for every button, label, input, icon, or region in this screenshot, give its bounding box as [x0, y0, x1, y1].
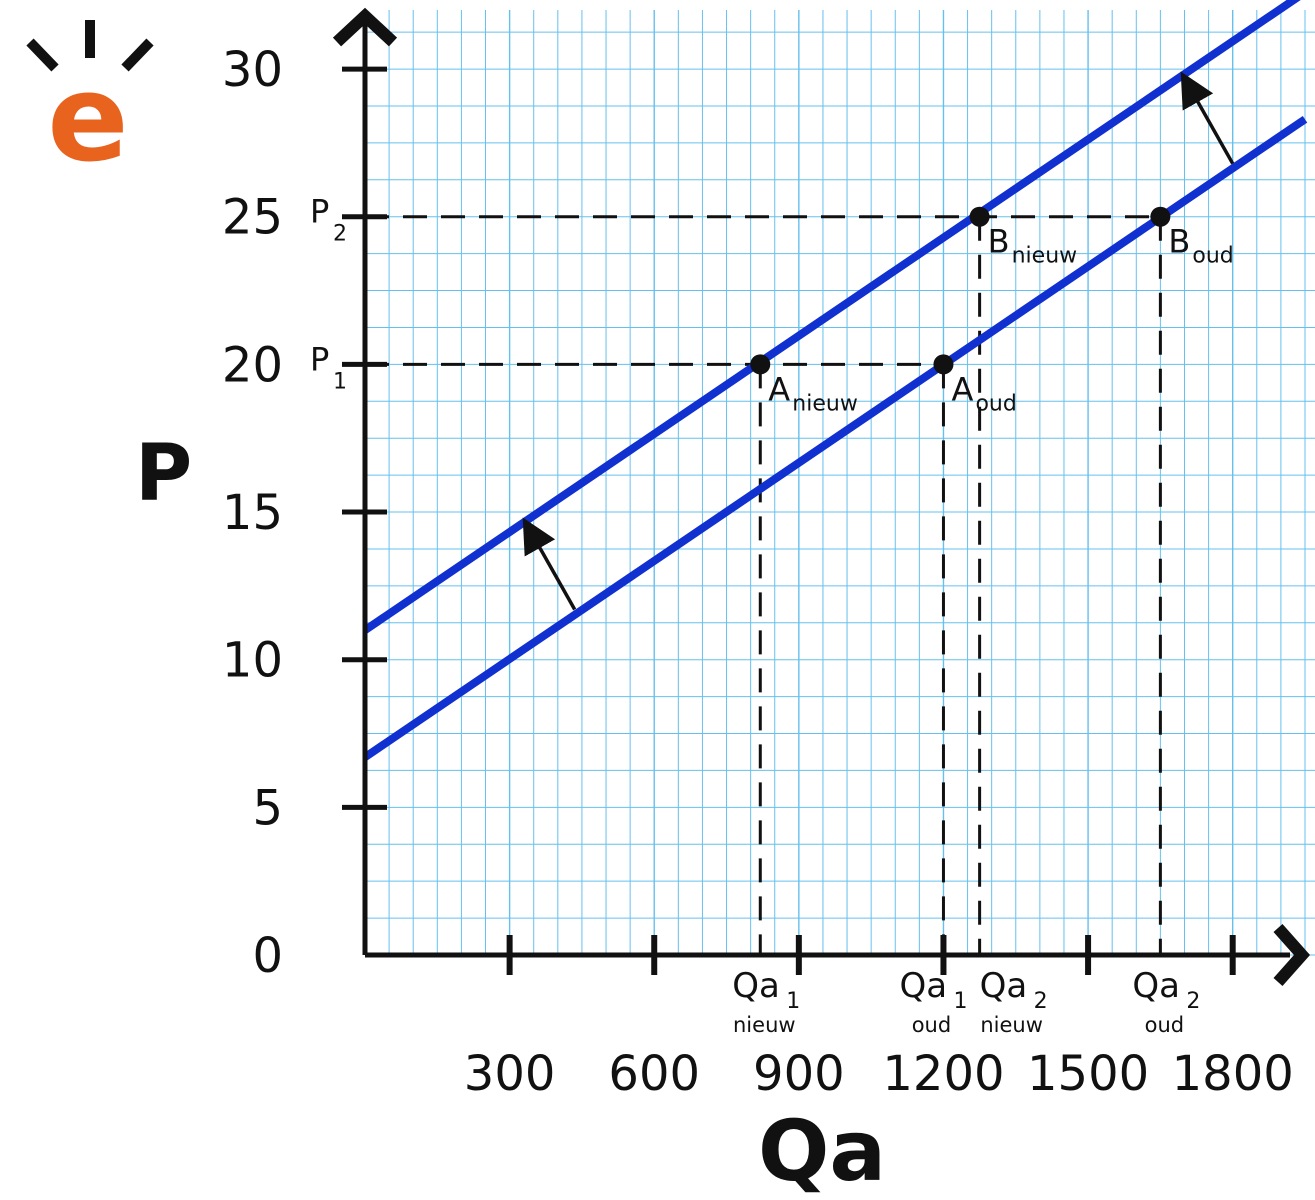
quantity-sub-label: 2	[1034, 989, 1048, 1014]
equilibrium-point	[933, 354, 954, 375]
x-tick-label: 1800	[1172, 1046, 1294, 1102]
quantity-label: Qa	[899, 966, 947, 1006]
x-tick-label: 300	[464, 1046, 556, 1102]
x-tick-label: 600	[608, 1046, 700, 1102]
y-axis-title: P	[135, 429, 192, 519]
price-sub-label: 2	[333, 222, 347, 247]
y-tick-label: 5	[252, 780, 283, 836]
point-sub-label: oud	[975, 391, 1016, 416]
x-axis-arrow-icon	[1273, 924, 1311, 986]
quantity-label: Qa	[980, 966, 1028, 1006]
point-label: A	[768, 370, 790, 408]
quantity-below-label: nieuw	[733, 1013, 796, 1037]
equilibrium-point	[969, 206, 990, 227]
y-tick-label: 15	[222, 485, 283, 541]
price-sub-label: 1	[333, 369, 347, 394]
y-tick-label: 0	[252, 928, 283, 984]
x-tick-label: 1500	[1027, 1046, 1149, 1102]
shift-arrow	[522, 517, 577, 611]
point-label: A	[951, 370, 973, 408]
y-tick-label: 25	[222, 190, 283, 246]
quantity-label: Qa	[732, 966, 780, 1006]
x-tick-label: 900	[753, 1046, 845, 1102]
supply-curve-1	[362, 115, 1308, 761]
quantity-label: Qa	[1132, 966, 1180, 1006]
supply-curve-2	[362, 0, 1301, 634]
price-label: P	[310, 340, 329, 378]
x-axis-title: Qa	[758, 1102, 886, 1200]
equilibrium-points	[750, 206, 1171, 375]
point-sub-label: nieuw	[1012, 244, 1078, 269]
quantity-below-label: oud	[912, 1013, 952, 1037]
quantity-sub-label: 1	[953, 989, 967, 1014]
quantity-below-label: oud	[1145, 1013, 1185, 1037]
shift-arrow	[1180, 71, 1235, 165]
y-tick-label: 30	[222, 42, 283, 98]
logo-letter: e	[47, 50, 128, 189]
equilibrium-point	[750, 354, 771, 375]
y-tick-label: 20	[222, 337, 283, 393]
point-label: B	[1168, 223, 1190, 261]
quantity-sub-label: 2	[1186, 989, 1200, 1014]
quantity-sub-label: 1	[786, 989, 800, 1014]
grid	[364, 10, 1315, 956]
x-tick-label: 1200	[882, 1046, 1004, 1102]
e-logo-icon: e	[26, 20, 154, 189]
y-axis-arrow-icon	[332, 7, 398, 47]
point-label: B	[988, 223, 1010, 261]
price-label: P	[310, 193, 329, 231]
point-sub-label: oud	[1192, 244, 1233, 269]
axes	[332, 7, 1311, 986]
supply-curves	[362, 0, 1308, 761]
quantity-below-label: nieuw	[980, 1013, 1043, 1037]
point-sub-label: nieuw	[792, 391, 858, 416]
equilibrium-point	[1150, 206, 1171, 227]
y-tick-label: 10	[222, 633, 283, 689]
